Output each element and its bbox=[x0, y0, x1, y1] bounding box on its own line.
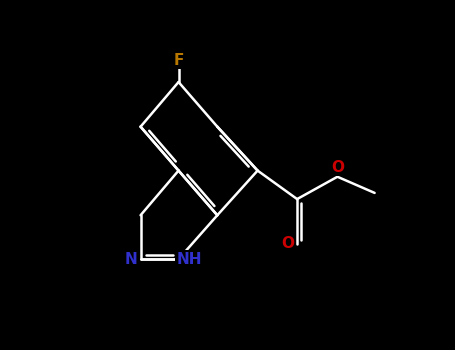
Text: NH: NH bbox=[177, 252, 202, 267]
Text: O: O bbox=[281, 236, 294, 251]
Text: F: F bbox=[173, 53, 184, 68]
Text: N: N bbox=[125, 252, 138, 267]
Text: O: O bbox=[331, 160, 344, 175]
